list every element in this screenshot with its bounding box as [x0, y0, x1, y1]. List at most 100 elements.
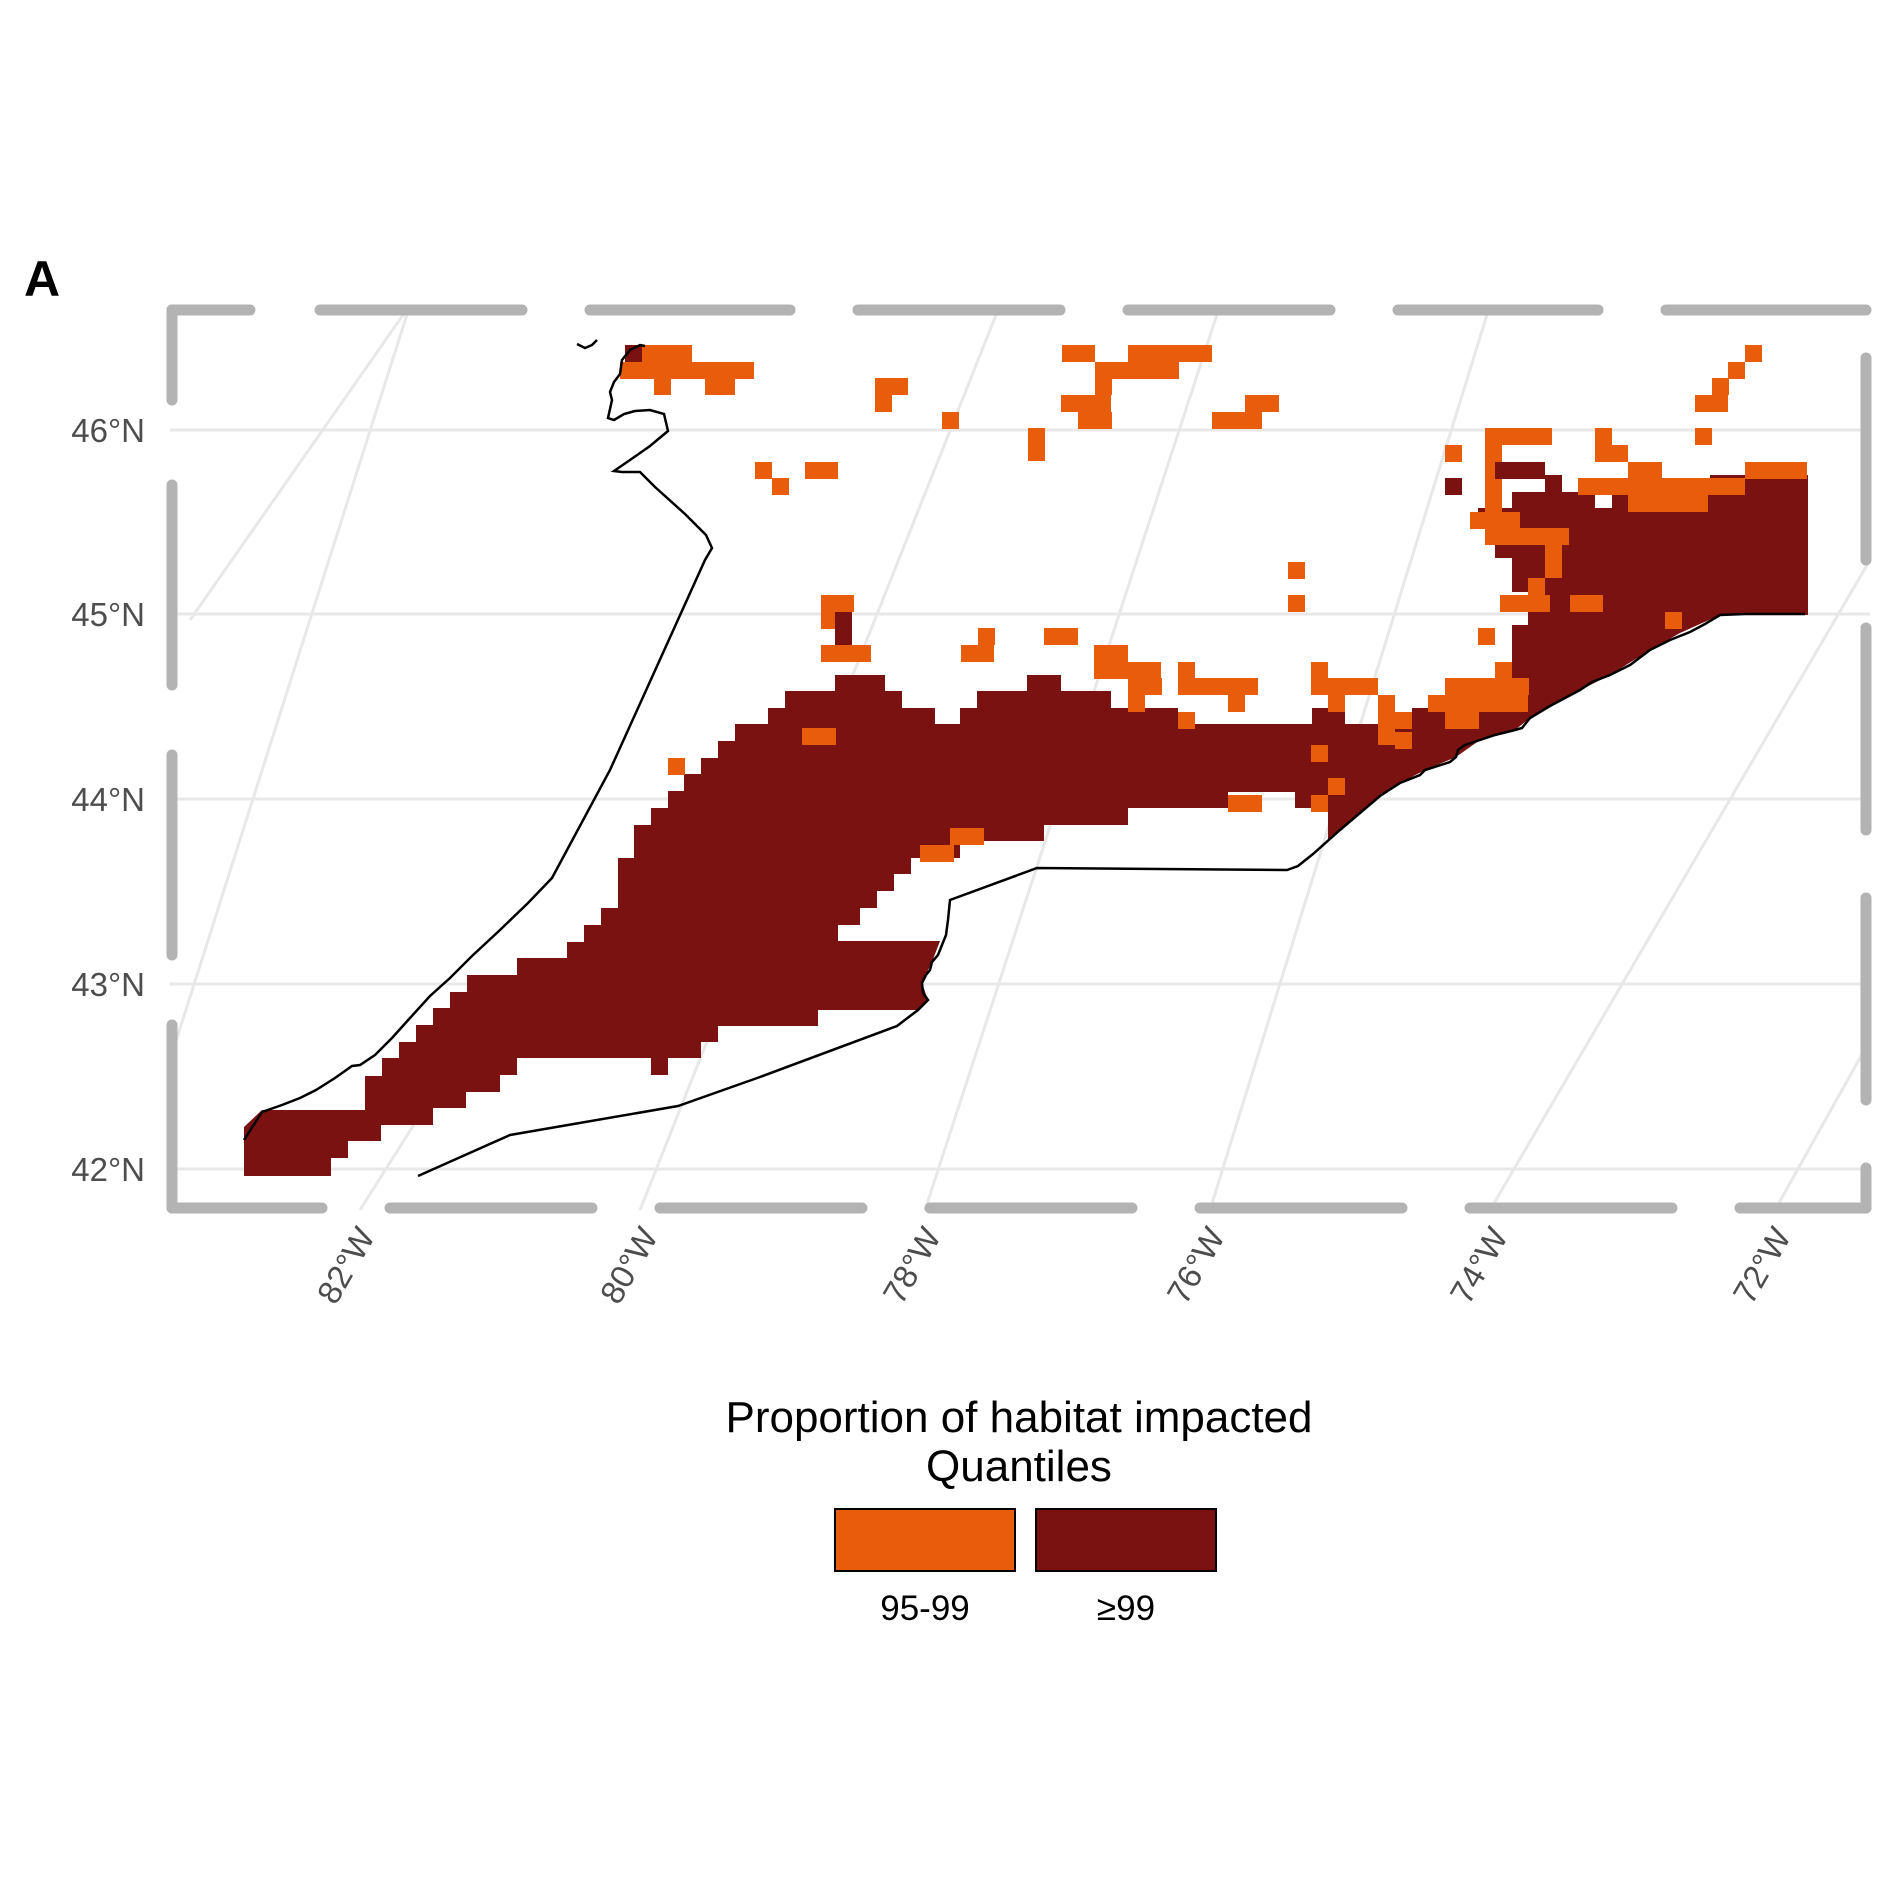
gridline-lon-82b — [168, 304, 412, 1061]
impact-cell-95-99 — [1495, 662, 1512, 679]
impact-cell-95-99 — [875, 395, 892, 412]
graticule — [168, 304, 1872, 1211]
impact-cell-95-99 — [1745, 462, 1807, 479]
impact-cell-95-99 — [1570, 595, 1603, 612]
impact-cell-95-99 — [1128, 345, 1212, 362]
impact-cell-95-99 — [1288, 595, 1305, 612]
impact-cell-95-99 — [1095, 378, 1112, 395]
impact-cell-95-99 — [1228, 695, 1245, 712]
impact-cell-95-99 — [1128, 695, 1145, 712]
impact-cell-95-99 — [1094, 645, 1128, 662]
impact-cell-95-99 — [805, 462, 838, 479]
lon-tick-72: 72°W — [1725, 1220, 1798, 1309]
panel-label: A — [24, 251, 60, 307]
legend-swatch-99-plus — [1035, 1508, 1217, 1572]
gridline-lon-84 — [188, 304, 412, 621]
impact-cell-95-99 — [1178, 662, 1195, 679]
impact-cell-95-99 — [1245, 395, 1279, 412]
gridline-lon-74 — [1488, 559, 1872, 1211]
impact-cell-95-99 — [1428, 695, 1528, 712]
island-shoreline — [576, 339, 598, 350]
lat-tick-labels: 46°N 45°N 44°N 43°N 42°N — [71, 412, 145, 1188]
impact-cell-95-99 — [1595, 428, 1612, 445]
impact-cell-95-99 — [1445, 445, 1462, 462]
legend-title-line2: Quantiles — [926, 1442, 1112, 1491]
impact-cell-95-99 — [1595, 478, 1612, 495]
impact-cell-95-99 — [1485, 428, 1552, 445]
impact-cell-95-99 — [1311, 662, 1328, 679]
impact-cell-95-99 — [1595, 445, 1628, 462]
impact-cell-95-99 — [1695, 395, 1728, 412]
impact-cell-99-plus — [1495, 462, 1545, 479]
impact-cell-95-99 — [1095, 362, 1179, 379]
impact-cell-95-99 — [875, 378, 908, 395]
impact-cell-95-99 — [821, 645, 871, 662]
impact-cell-95-99 — [1094, 662, 1161, 679]
lon-tick-labels: 82°W 80°W 78°W 76°W 74°W 72°W — [309, 1220, 1798, 1309]
impact-cell-95-99 — [1288, 562, 1305, 579]
impact-cell-95-99 — [1528, 578, 1545, 595]
lake-shoreline-north — [242, 343, 714, 1141]
impact-cell-95-99 — [1628, 495, 1708, 512]
impact-cell-95-99 — [1062, 345, 1095, 362]
impact-cell-95-99 — [1311, 745, 1328, 762]
impact-cell-95-99 — [1445, 678, 1529, 695]
gridline-lon-72 — [1773, 1039, 1872, 1211]
impact-cell-95-99 — [1395, 732, 1412, 749]
impact-cell-95-99 — [1478, 628, 1495, 645]
impact-cell-95-99 — [1628, 462, 1645, 479]
impact-cell-95-99 — [1728, 362, 1745, 379]
impact-cell-95-99 — [1078, 412, 1112, 429]
lon-tick-80: 80°W — [592, 1220, 665, 1309]
impact-cell-95-99 — [620, 362, 754, 379]
impact-cell-95-99 — [942, 412, 959, 429]
impact-cell-95-99 — [1228, 795, 1245, 812]
impact-cell-95-99 — [1378, 728, 1395, 745]
impact-cell-95-99 — [1311, 795, 1328, 812]
impact-cell-95-99 — [821, 595, 854, 612]
lon-tick-74: 74°W — [1442, 1220, 1515, 1309]
impact-cell-95-99 — [755, 462, 772, 479]
impact-cell-95-99 — [1378, 712, 1412, 729]
impact-cell-95-99 — [1128, 678, 1162, 695]
impact-cell-95-99 — [1470, 512, 1520, 529]
impact-cell-95-99 — [1485, 528, 1569, 545]
lat-tick-45: 45°N — [71, 596, 145, 633]
impact-cell-95-99 — [1028, 428, 1045, 461]
legend-label-95-99: 95-99 — [880, 1589, 970, 1628]
legend-label-99-plus: ≥99 — [1097, 1589, 1155, 1628]
legend-title-line1: Proportion of habitat impacted — [725, 1393, 1312, 1442]
impact-cell-95-99 — [1044, 628, 1078, 645]
lat-tick-44: 44°N — [71, 781, 145, 818]
impact-cell-95-99 — [1245, 795, 1262, 812]
impact-cell-95-99 — [978, 628, 995, 645]
impact-cell-95-99 — [654, 378, 671, 395]
impact-cell-95-99 — [1311, 678, 1378, 695]
impact-cell-95-99 — [1061, 395, 1111, 412]
impact-cell-95-99 — [821, 612, 838, 629]
panel-border — [166, 304, 1872, 1214]
impact-cell-95-99 — [705, 378, 735, 395]
impact-cell-95-99 — [802, 728, 836, 745]
impact-cell-95-99 — [1445, 712, 1479, 729]
lon-tick-78: 78°W — [875, 1220, 948, 1309]
lat-tick-43: 43°N — [71, 966, 145, 1003]
impact-cell-95-99 — [1745, 345, 1762, 362]
impact-cell-95-99 — [1178, 678, 1258, 695]
lon-tick-76: 76°W — [1159, 1220, 1232, 1309]
impact-cell-95-99 — [1212, 412, 1262, 429]
impact-cell-95-99 — [950, 828, 984, 845]
impact-cell-95-99 — [1678, 478, 1745, 495]
legend-swatch-95-99 — [834, 1508, 1016, 1572]
impact-cell-95-99 — [1178, 712, 1195, 729]
impact-cell-95-99 — [1712, 378, 1729, 395]
gridline-lon-82 — [358, 1114, 422, 1211]
impact-cell-95-99 — [668, 758, 685, 775]
impact-cell-95-99 — [1665, 612, 1682, 629]
legend: Proportion of habitat impacted Quantiles… — [725, 1393, 1312, 1628]
impact-cell-95-99 — [1578, 478, 1678, 495]
impact-cell-95-99 — [920, 845, 954, 862]
impact-cell-95-99 — [961, 645, 994, 662]
impact-cell-99-plus — [835, 612, 852, 645]
